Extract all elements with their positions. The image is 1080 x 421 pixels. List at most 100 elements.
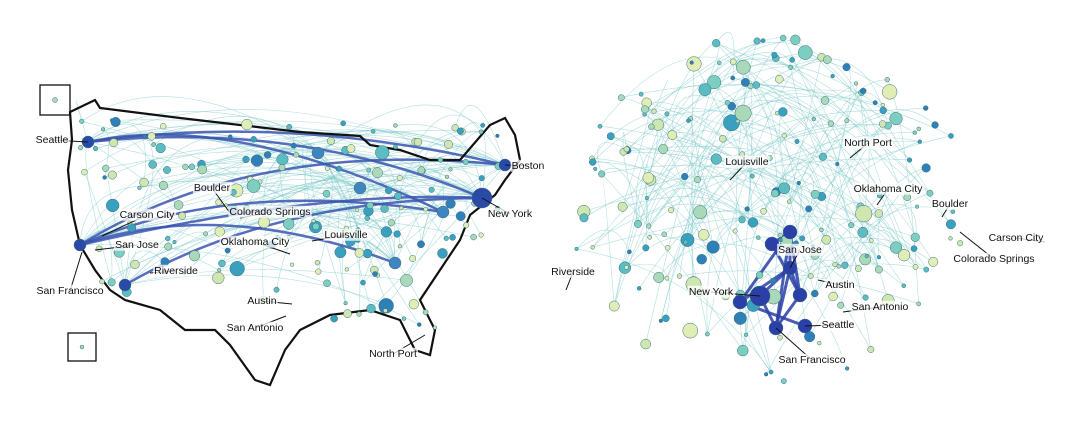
edge	[739, 266, 791, 304]
node	[173, 200, 184, 210]
node	[811, 289, 819, 298]
edge	[370, 164, 506, 309]
node	[343, 301, 348, 306]
node	[378, 298, 394, 314]
edge	[662, 132, 737, 163]
node	[799, 235, 806, 242]
node	[172, 239, 177, 245]
city-label: North Port	[844, 137, 892, 149]
edge	[592, 203, 640, 248]
node	[636, 286, 642, 291]
node	[463, 222, 470, 229]
node	[606, 132, 615, 141]
edge	[788, 83, 857, 202]
node	[99, 278, 105, 285]
node	[322, 189, 331, 198]
node	[928, 256, 939, 267]
node	[732, 294, 748, 310]
edge	[780, 141, 920, 236]
node	[218, 259, 226, 268]
node	[330, 314, 338, 323]
edge	[877, 167, 927, 258]
edge	[691, 106, 732, 282]
node	[399, 205, 404, 211]
node	[346, 144, 356, 153]
node	[139, 177, 149, 188]
city-label: Austin	[247, 295, 276, 307]
node	[360, 279, 366, 286]
node	[780, 378, 787, 384]
node	[102, 175, 107, 180]
node	[682, 322, 699, 339]
node	[634, 219, 642, 228]
node	[707, 75, 722, 90]
node	[664, 111, 670, 117]
edge	[795, 39, 889, 126]
edge	[699, 124, 888, 213]
node	[366, 303, 376, 314]
node	[817, 341, 822, 346]
city-label: New York	[488, 208, 533, 220]
edge	[660, 82, 746, 321]
node	[910, 232, 920, 242]
node	[786, 199, 792, 205]
node	[845, 366, 850, 371]
node	[948, 236, 953, 241]
node	[413, 137, 423, 147]
edge	[394, 131, 482, 264]
edge	[691, 63, 695, 282]
node	[182, 163, 189, 170]
node	[882, 84, 898, 100]
node	[188, 163, 196, 171]
node	[387, 219, 395, 227]
node	[778, 238, 783, 243]
node	[623, 146, 630, 153]
label-bg	[952, 252, 1036, 265]
node	[250, 136, 257, 143]
node	[819, 152, 827, 161]
node	[203, 231, 208, 237]
label-bg	[724, 155, 770, 168]
edge	[784, 173, 814, 239]
edge	[601, 167, 714, 248]
node	[393, 144, 398, 150]
node	[716, 60, 722, 66]
label-bg	[114, 238, 161, 251]
node	[915, 204, 920, 209]
node	[857, 226, 869, 238]
node	[423, 206, 428, 212]
edge	[111, 152, 319, 283]
node	[844, 118, 850, 124]
edge	[713, 82, 809, 210]
node	[743, 332, 749, 337]
edge	[253, 185, 396, 264]
node	[52, 97, 58, 103]
node	[680, 233, 695, 247]
label-bg	[225, 321, 285, 334]
edge	[304, 142, 319, 214]
node	[704, 331, 710, 337]
edge	[111, 120, 361, 189]
edge	[644, 114, 772, 373]
edge	[623, 66, 791, 153]
node	[948, 133, 954, 139]
node	[212, 271, 225, 285]
edge	[646, 110, 884, 199]
node	[617, 201, 628, 212]
node	[769, 277, 777, 285]
node	[906, 157, 913, 163]
node	[106, 198, 120, 213]
edge	[350, 148, 396, 264]
node	[393, 123, 398, 128]
node	[593, 166, 598, 171]
edge	[648, 63, 695, 178]
node	[644, 195, 649, 201]
city-label: San Antonio	[227, 322, 284, 334]
node	[353, 181, 367, 195]
city-label: Boulder	[194, 182, 231, 194]
node	[794, 139, 800, 144]
node	[110, 116, 121, 127]
label-bg	[192, 181, 232, 194]
node	[250, 154, 264, 167]
